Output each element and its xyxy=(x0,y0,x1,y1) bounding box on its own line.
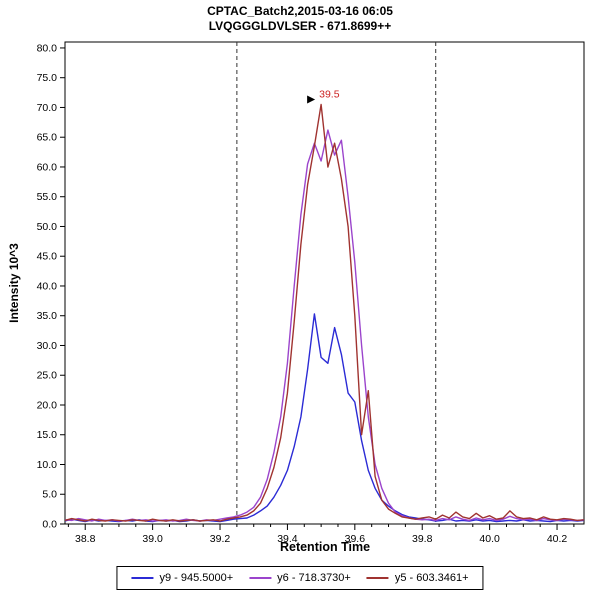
legend-label-y6: y6 - 718.3730+ xyxy=(277,572,351,584)
y-tick-label: 50.0 xyxy=(37,221,58,233)
x-tick-label: 39.8 xyxy=(412,533,433,545)
y-tick-label: 25.0 xyxy=(37,370,58,382)
peak-annotation-label[interactable]: 39.5 xyxy=(319,88,340,100)
x-axis-label: Retention Time xyxy=(279,540,371,554)
x-tick-label: 39.2 xyxy=(210,533,231,545)
x-tick-label: 39.6 xyxy=(345,533,366,545)
y-tick-label: 80.0 xyxy=(37,42,58,54)
y-tick-label: 10.0 xyxy=(37,459,58,471)
legend-label-y5: y5 - 603.3461+ xyxy=(394,572,469,584)
chart-subtitle: LVQGGGLDVLSER - 671.8699++ xyxy=(208,19,392,33)
y-tick-label: 70.0 xyxy=(37,102,58,114)
x-tick-label: 39.0 xyxy=(142,533,163,545)
y-tick-label: 60.0 xyxy=(37,161,58,173)
y-tick-label: 5.0 xyxy=(42,489,57,501)
legend-item-y9: y9 - 945.5000+ xyxy=(131,572,233,584)
series-line-y9[interactable] xyxy=(65,313,584,523)
plot-border xyxy=(64,41,585,525)
y-tick-label: 65.0 xyxy=(37,132,58,144)
series-line-y5[interactable] xyxy=(65,103,584,522)
y-tick-label: 40.0 xyxy=(37,280,58,292)
series-line-y6[interactable] xyxy=(65,129,584,522)
legend-item-y6: y6 - 718.3730+ xyxy=(249,572,351,584)
y-tick-label: 30.0 xyxy=(37,340,58,352)
chromatogram-plot[interactable]: 0.0 5.0 10.0 15.0 20.0 25.0 30.0 35.0 40.0 45.0 50… xyxy=(0,0,600,545)
x-tick-label: 40.0 xyxy=(479,533,500,545)
x-tick-label: 39.4 xyxy=(277,533,298,545)
chart-title: CPTAC_Batch2,2015-03-16 06:05 xyxy=(207,4,393,18)
legend-line-sample-y6 xyxy=(249,577,272,579)
legend-line-sample-y9 xyxy=(131,577,154,579)
y-tick-label: 75.0 xyxy=(37,72,58,84)
chart-title-block: CPTAC_Batch2,2015-03-16 06:05 LVQGGGLDVL… xyxy=(0,4,600,34)
y-tick-label: 15.0 xyxy=(37,429,58,441)
y-axis-label: Intensity 10^3 xyxy=(7,243,21,323)
x-tick-label: 40.2 xyxy=(547,533,568,545)
legend-line-sample-y5 xyxy=(366,577,389,579)
y-tick-label: 20.0 xyxy=(37,399,58,411)
x-tick-label: 38.8 xyxy=(75,533,96,545)
y-tick-label: 55.0 xyxy=(37,191,58,203)
legend: y9 - 945.5000+ y6 - 718.3730+ y5 - 603.3… xyxy=(116,566,484,590)
y-tick-label: 45.0 xyxy=(37,251,58,263)
legend-label-y9: y9 - 945.5000+ xyxy=(159,572,234,584)
y-tick-label: 35.0 xyxy=(37,310,58,322)
y-tick-label: 0.0 xyxy=(42,519,57,531)
legend-item-y5: y5 - 603.3461+ xyxy=(366,572,469,584)
peak-apex-pointer-icon xyxy=(307,95,316,104)
